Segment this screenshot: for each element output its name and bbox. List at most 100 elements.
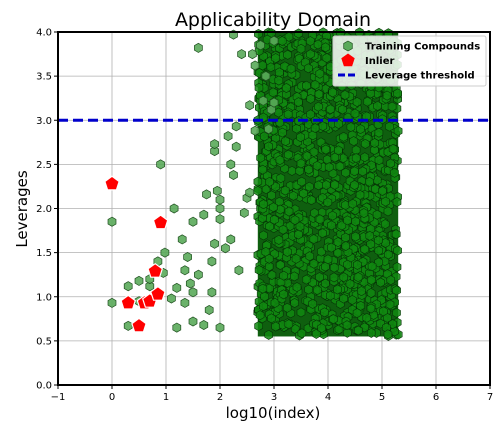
training-compound-point xyxy=(306,93,315,104)
training-compound-point xyxy=(342,320,352,331)
training-compound-point xyxy=(304,181,314,192)
training-compound-point xyxy=(280,185,290,196)
training-compound-point xyxy=(356,300,366,311)
training-compound-point xyxy=(297,176,307,187)
training-compound-point xyxy=(334,145,343,156)
training-compound-point xyxy=(333,237,343,248)
training-compound-point xyxy=(304,164,314,175)
training-compound-point xyxy=(315,272,324,283)
training-compound-point xyxy=(123,281,133,292)
training-compound-point xyxy=(264,329,274,340)
training-compound-point xyxy=(188,316,198,327)
training-compound-point xyxy=(388,143,398,154)
training-compound-point xyxy=(297,328,307,339)
training-compound-point xyxy=(295,166,305,176)
training-compound-point xyxy=(284,319,294,330)
training-compound-point xyxy=(274,75,284,86)
training-compound-point xyxy=(365,230,375,241)
training-compound-point xyxy=(296,43,306,54)
training-compound-point xyxy=(123,320,133,331)
training-compound-point xyxy=(304,284,313,295)
x-axis-label: log10(index) xyxy=(226,404,321,422)
training-compound-point xyxy=(215,322,225,333)
training-compound-point xyxy=(366,303,376,314)
training-compound-point xyxy=(392,262,402,272)
training-compound-point xyxy=(366,327,376,338)
training-compound-point xyxy=(354,325,363,336)
training-compound-point xyxy=(274,107,283,118)
training-compound-point xyxy=(289,271,299,282)
training-compound-point xyxy=(306,109,315,120)
training-compound-point xyxy=(323,254,333,265)
training-compound-point xyxy=(254,82,264,93)
training-compound-point xyxy=(381,196,390,207)
training-compound-point xyxy=(226,159,236,170)
training-compound-point xyxy=(210,238,219,249)
training-compound-point xyxy=(215,203,225,214)
training-compounds-series xyxy=(107,29,279,333)
training-compound-point xyxy=(267,313,276,324)
training-compound-point xyxy=(134,275,144,286)
training-compound-point xyxy=(280,61,290,72)
training-compound-point xyxy=(245,100,255,111)
training-compound-point xyxy=(271,321,281,332)
training-compound-point xyxy=(349,136,359,147)
inlier-point xyxy=(104,175,120,191)
training-compound-point xyxy=(333,284,342,295)
training-compound-point xyxy=(207,287,217,298)
training-compound-point xyxy=(339,293,348,304)
training-compound-point xyxy=(374,235,383,246)
training-compound-point xyxy=(370,145,379,156)
training-compound-point xyxy=(275,260,285,270)
training-compound-point xyxy=(350,166,359,177)
training-compound-point xyxy=(350,180,359,190)
training-compound-point xyxy=(357,286,366,297)
training-compound-point xyxy=(392,285,401,296)
training-compound-point xyxy=(188,287,198,298)
training-compound-point xyxy=(268,87,278,98)
training-compound-point xyxy=(343,259,353,270)
training-compound-point xyxy=(315,214,325,225)
training-compound-point xyxy=(321,261,330,272)
y-axis-label: Leverages xyxy=(13,170,31,248)
training-compound-point xyxy=(253,176,263,187)
x-tick-label: 7 xyxy=(487,392,493,403)
training-compound-point xyxy=(269,214,279,225)
training-compound-point xyxy=(250,60,260,71)
training-compound-point xyxy=(107,216,117,227)
training-compound-point xyxy=(199,319,209,331)
legend: Training Compounds Inlier Leverage thresho… xyxy=(332,35,487,87)
training-compound-point xyxy=(383,249,393,260)
training-compound-point xyxy=(281,136,290,147)
training-compound-point xyxy=(310,123,320,134)
training-compound-point xyxy=(274,234,284,245)
training-compound-point xyxy=(352,97,362,107)
training-compound-point xyxy=(353,259,362,270)
training-compound-point xyxy=(294,97,303,108)
training-compound-point xyxy=(323,197,333,208)
training-compound-point xyxy=(215,194,225,205)
training-compound-point xyxy=(259,131,269,142)
training-compound-point xyxy=(172,322,182,333)
training-compound-point xyxy=(309,147,319,158)
x-tick-label: 0 xyxy=(109,392,115,403)
training-compound-point xyxy=(374,257,384,268)
training-compound-point xyxy=(373,100,382,111)
training-compound-point xyxy=(351,231,360,242)
training-compound-point xyxy=(314,101,323,112)
training-compound-point xyxy=(276,173,286,184)
x-tick-label: 5 xyxy=(379,392,385,403)
training-compound-point xyxy=(329,314,338,325)
training-compound-point xyxy=(261,71,271,82)
training-compound-point xyxy=(341,232,350,243)
training-compound-point xyxy=(258,60,267,71)
training-compound-point xyxy=(194,269,203,280)
inlier-point xyxy=(120,294,137,310)
legend-box xyxy=(332,35,487,87)
training-compound-point xyxy=(378,186,387,196)
training-compound-point xyxy=(204,304,214,316)
training-compound-point xyxy=(255,310,265,321)
training-compound-point xyxy=(385,299,395,310)
training-compound-point xyxy=(284,206,294,217)
